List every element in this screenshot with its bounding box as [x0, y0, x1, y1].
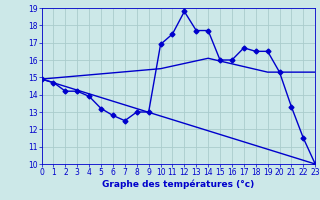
- X-axis label: Graphe des températures (°c): Graphe des températures (°c): [102, 180, 254, 189]
